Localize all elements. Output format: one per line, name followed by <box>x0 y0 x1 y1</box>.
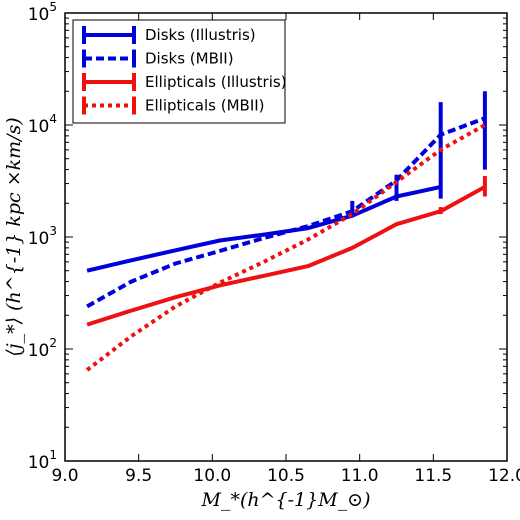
x-tick-label: 9.0 <box>51 466 78 486</box>
legend: Disks (Illustris) Disks (MBII) Ellipticals… <box>72 19 287 124</box>
legend-label-disks-mbii: Disks (MBII) <box>145 50 234 68</box>
legend-label-ellipticals-illustris: Ellipticals (Illustris) <box>145 73 287 91</box>
x-tick-label: 10.5 <box>267 466 305 486</box>
x-tick-label: 11.5 <box>414 466 452 486</box>
x-tick-label: 11.0 <box>341 466 379 486</box>
series-line-ellipticals-mbii <box>85 123 486 372</box>
ticks-layer: 9.0 9.5 10.0 10.5 11.0 11.5 12.0 101 102 103 104 10… <box>28 0 520 486</box>
x-tick-label: 12.0 <box>488 466 520 486</box>
y-tick-label: 102 <box>28 336 57 361</box>
y-tick-label: 104 <box>28 112 57 137</box>
labels-layer: M_*(h^{-1}M_⊙) ⟨j_*⟩ (h^{-1} kpc ×km/s) <box>3 117 371 511</box>
legend-label-disks-illustris: Disks (Illustris) <box>145 26 256 44</box>
legend-label-ellipticals-mbii: Ellipticals (MBII) <box>145 97 265 115</box>
series-line-ellipticals-illustris <box>86 185 486 327</box>
y-tick-label: 101 <box>28 448 57 473</box>
series-line-disks-mbii <box>86 116 486 309</box>
y-tick-label: 103 <box>28 224 57 249</box>
x-axis-label: M_*(h^{-1}M_⊙) <box>201 489 371 511</box>
y-tick-label: 105 <box>28 0 57 25</box>
x-tick-label: 10.0 <box>193 466 231 486</box>
series-layer <box>85 91 487 372</box>
y-axis-label: ⟨j_*⟩ (h^{-1} kpc ×km/s) <box>3 117 25 356</box>
x-tick-label: 9.5 <box>125 466 152 486</box>
